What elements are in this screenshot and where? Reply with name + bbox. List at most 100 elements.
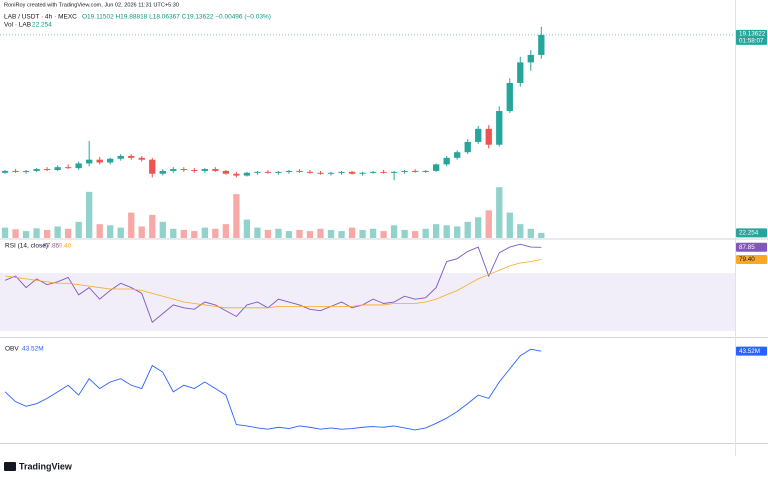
volume-bar	[117, 227, 124, 238]
candle-body	[222, 170, 230, 174]
volume-bar	[327, 229, 335, 238]
candle-body	[422, 170, 429, 172]
volume-bar	[317, 228, 324, 238]
volume-bar	[496, 187, 503, 238]
candle-body	[54, 167, 61, 170]
volume-bar	[433, 224, 440, 238]
volume-bar	[180, 229, 187, 238]
candle-body	[454, 152, 461, 158]
candle-body	[401, 170, 408, 172]
volume-bar	[264, 229, 272, 238]
volume-bar	[212, 228, 219, 238]
volume-bar	[22, 231, 30, 238]
legend-value: 87.85	[43, 243, 60, 250]
series-line	[4, 243, 542, 324]
candle-body	[117, 155, 124, 159]
candle-body	[369, 171, 377, 173]
candle-body	[390, 171, 398, 173]
series-line	[4, 348, 542, 431]
candle-body	[43, 169, 51, 171]
brand: TradingView	[19, 461, 73, 471]
candle-body	[233, 173, 240, 176]
price-tag-bg	[736, 29, 767, 45]
candle-body	[107, 158, 114, 163]
countdown: 01:58:07	[739, 38, 764, 45]
rsi-title: RSI (14, close)	[5, 243, 48, 250]
volume-bar	[107, 225, 114, 238]
volume-bar	[159, 221, 166, 238]
series-value-tag-bg	[736, 346, 767, 356]
candle-body	[443, 157, 450, 165]
ohlc: O19.11502 H19.88818 L18.06367 C19.13622 …	[82, 14, 271, 21]
candle-body	[359, 172, 366, 174]
candle-body	[380, 171, 387, 173]
volume-bar	[348, 227, 356, 238]
candle-body	[75, 163, 82, 169]
volume-bar	[506, 212, 513, 238]
volume-bar	[86, 191, 93, 238]
volume-bar	[96, 224, 103, 238]
candle-body	[306, 171, 314, 173]
candle-body	[33, 169, 40, 171]
candle-body	[96, 159, 103, 163]
candle-body	[264, 171, 272, 173]
volume-bar	[538, 232, 545, 238]
volume-bar	[75, 221, 82, 238]
last-price: 19.13622	[739, 31, 766, 38]
candle-body	[191, 169, 198, 171]
volume-bar	[201, 227, 208, 238]
candle-body	[327, 172, 335, 174]
volume-bar	[380, 231, 387, 238]
volume-bar	[454, 226, 461, 238]
candle-body	[348, 171, 356, 174]
candle-body	[128, 155, 135, 158]
candle-body	[506, 82, 513, 112]
volume-bar	[1, 227, 9, 238]
volume-bar	[64, 228, 72, 238]
volume-bar	[369, 228, 377, 238]
volume-bar	[359, 229, 366, 238]
volume-bar	[422, 228, 429, 238]
volume-bar	[485, 210, 492, 238]
series-value-tag: 87.85	[739, 244, 755, 251]
volume-bar	[170, 228, 177, 238]
series-value-tag: 43.52M	[739, 348, 760, 355]
candle-body	[517, 62, 524, 83]
volume-bar	[517, 224, 524, 238]
volume-bar	[149, 214, 156, 238]
logo-icon	[4, 462, 16, 471]
candle-body	[464, 141, 471, 153]
candle-body	[170, 169, 177, 171]
plot	[0, 26, 735, 431]
candle-body	[285, 170, 293, 172]
volume-bar	[401, 229, 408, 238]
volume-bar	[254, 227, 261, 238]
volume-bar	[527, 228, 534, 238]
volume-bar	[43, 229, 51, 238]
series-value-tag-bg	[736, 255, 767, 265]
series-line	[4, 259, 542, 309]
candle-body	[243, 172, 251, 176]
candle-body	[12, 170, 19, 172]
volume-bar	[443, 225, 450, 238]
volume-bar	[222, 224, 230, 238]
candle-body	[86, 159, 93, 164]
candle-body	[212, 169, 219, 171]
candle-body	[485, 128, 492, 145]
candle-body	[149, 159, 156, 174]
candle-body	[138, 157, 145, 160]
candle-body	[496, 111, 503, 145]
obv-title: OBV	[5, 346, 19, 353]
candle-body	[296, 170, 303, 172]
volume-bar	[128, 212, 135, 238]
volume-bar	[243, 219, 251, 238]
volume-bar	[33, 228, 40, 238]
symbol: LAB / USDT · 4h · MEXC	[4, 14, 77, 21]
volume-tag: 22.254	[739, 230, 759, 237]
volume-bar	[464, 221, 471, 238]
axes: 19.1362201:58:0722.25487.8587.8579.4079.…	[22, 29, 767, 356]
candle-body	[254, 171, 261, 173]
volume-bar	[233, 194, 240, 238]
